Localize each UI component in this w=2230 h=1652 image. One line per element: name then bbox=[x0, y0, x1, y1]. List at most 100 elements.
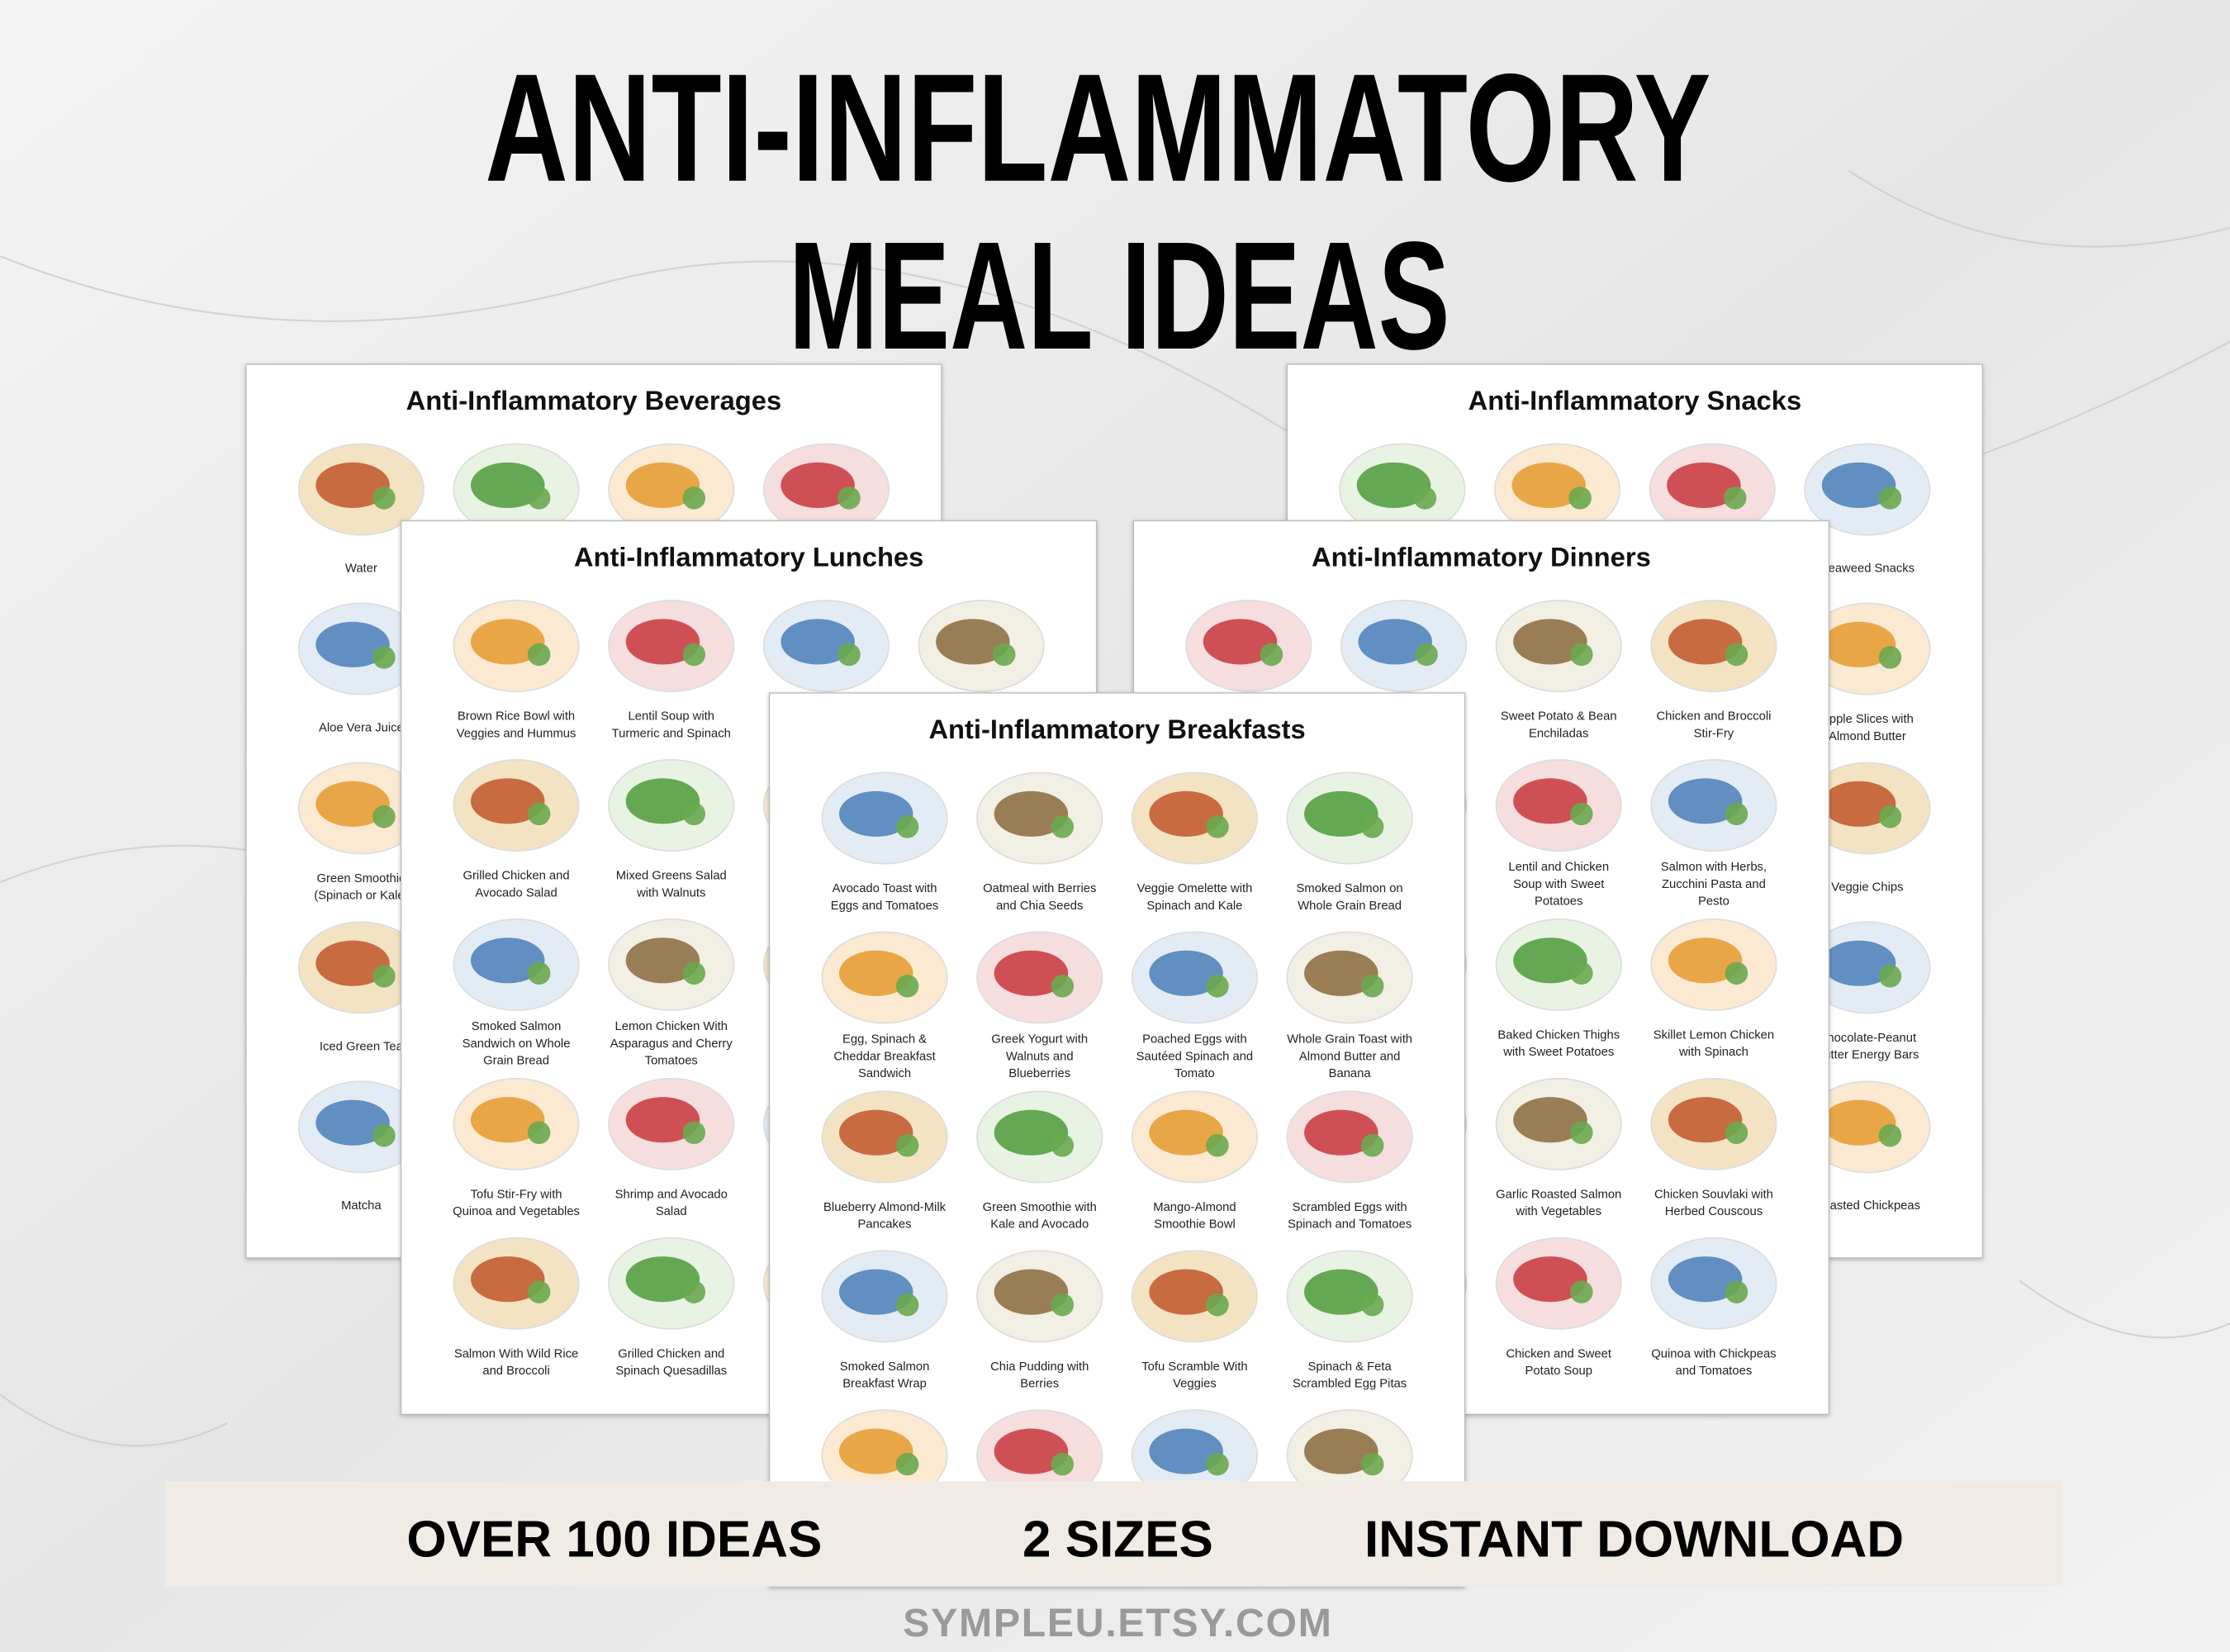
banner bbox=[164, 1481, 2062, 1587]
food-icon-detail bbox=[1304, 790, 1378, 837]
food-icon-detail bbox=[936, 619, 1010, 665]
food-icon-detail bbox=[1260, 643, 1283, 667]
item-label: Quinoa and Vegetables bbox=[453, 1205, 580, 1218]
food-icon-detail bbox=[1356, 462, 1431, 508]
item-label: Grilled Chicken and bbox=[618, 1347, 724, 1360]
item-label: Salmon With Wild Rice bbox=[454, 1347, 578, 1360]
item-label: with Walnuts bbox=[636, 886, 705, 900]
item-label: Soup with Sweet bbox=[1513, 878, 1604, 891]
item-label: Veggie Omelette with bbox=[1137, 882, 1253, 895]
food-icon-detail bbox=[1360, 975, 1384, 998]
food-icon-detail bbox=[838, 950, 913, 996]
sheet: Anti-Inflammatory Breakfasts Avocado Toas… bbox=[768, 692, 1466, 1588]
food-icon-detail bbox=[1358, 619, 1432, 665]
item-label: Enchiladas bbox=[1529, 727, 1588, 740]
food-icon-detail bbox=[994, 1269, 1069, 1315]
food-icon-detail bbox=[1725, 1121, 1748, 1145]
food-icon-detail bbox=[1360, 1293, 1384, 1317]
item-label: Skillet Lemon Chicken bbox=[1654, 1029, 1774, 1042]
item-label: (Spinach or Kale) bbox=[314, 890, 408, 903]
item-label: Veggie Chips bbox=[1831, 881, 1903, 894]
banner-text: OVER 100 IDEAS bbox=[406, 1512, 822, 1569]
food-icon-detail bbox=[625, 778, 700, 824]
item-label: Smoked Salmon bbox=[472, 1020, 562, 1033]
sheets: Anti-Inflammatory Beverages Water Aloe Ver… bbox=[245, 363, 1984, 1588]
food-icon-detail bbox=[837, 487, 861, 510]
item-label: Smoked Salmon on bbox=[1297, 882, 1403, 895]
item-label: and Chia Seeds bbox=[996, 900, 1083, 913]
item-label: Eggs and Tomatoes bbox=[831, 900, 939, 913]
food-icon-detail bbox=[316, 621, 390, 667]
item-label: Avocado Toast with bbox=[833, 882, 937, 895]
shop-url: SYMPLEU.ETSY.COM bbox=[903, 1601, 1332, 1645]
food-icon-detail bbox=[895, 975, 919, 998]
food-icon-detail bbox=[682, 1280, 706, 1303]
food-icon-detail bbox=[1304, 950, 1378, 996]
food-icon-detail bbox=[1051, 1133, 1075, 1157]
food-icon-detail bbox=[372, 646, 396, 669]
item-label: Greek Yogurt with bbox=[991, 1033, 1088, 1047]
food-icon-detail bbox=[1821, 781, 1896, 827]
food-icon-detail bbox=[1304, 1109, 1378, 1156]
item-label: Whole Grain Toast with bbox=[1287, 1033, 1412, 1047]
item-label: with Vegetables bbox=[1515, 1205, 1601, 1218]
item-label: Whole Grain Bread bbox=[1298, 900, 1402, 913]
food-icon-detail bbox=[994, 1109, 1069, 1156]
item-label: and Broccoli bbox=[482, 1365, 549, 1378]
food-icon-detail bbox=[994, 950, 1069, 996]
food-icon-detail bbox=[1725, 961, 1748, 985]
item-label: Berries bbox=[1020, 1378, 1059, 1391]
item-label: Veggies bbox=[1173, 1378, 1217, 1391]
food-icon-detail bbox=[316, 940, 390, 986]
food-icon-detail bbox=[527, 1121, 551, 1145]
food-icon-detail bbox=[625, 462, 700, 508]
food-icon-detail bbox=[372, 1123, 396, 1147]
food-icon-detail bbox=[1513, 938, 1587, 984]
item-label: Zucchini Pasta and bbox=[1662, 878, 1766, 891]
food-icon-detail bbox=[1203, 619, 1278, 665]
item-label: with Sweet Potatoes bbox=[1502, 1046, 1614, 1059]
item-label: Aloe Vera Juice bbox=[319, 721, 404, 734]
item-label: and Tomatoes bbox=[1676, 1365, 1753, 1378]
food-icon-detail bbox=[1513, 1256, 1587, 1303]
food-icon-detail bbox=[780, 462, 855, 508]
food-icon-detail bbox=[1725, 1280, 1748, 1303]
item-label: Turmeric and Spinach bbox=[612, 727, 731, 740]
item-label: Sandwich bbox=[858, 1067, 911, 1080]
food-icon-detail bbox=[1304, 1428, 1378, 1474]
item-label: Tomatoes bbox=[645, 1055, 698, 1068]
banner-text: 2 SIZES bbox=[1022, 1512, 1213, 1569]
food-icon-detail bbox=[372, 805, 396, 828]
item-label: Asparagus and Cherry bbox=[610, 1037, 733, 1051]
food-icon-detail bbox=[895, 1452, 919, 1476]
item-label: Lemon Chicken With bbox=[615, 1020, 728, 1033]
headline: ANTI-INFLAMMATORY bbox=[485, 43, 1710, 214]
item-label: with Spinach bbox=[1678, 1046, 1748, 1059]
food-icon-detail bbox=[1725, 643, 1748, 667]
item-label: Spinach & Feta bbox=[1308, 1360, 1393, 1374]
item-label: Lentil and Chicken bbox=[1508, 861, 1609, 874]
food-icon-detail bbox=[1413, 487, 1437, 510]
food-icon-detail bbox=[838, 1109, 913, 1156]
item-label: Almond Butter bbox=[1829, 730, 1906, 743]
item-label: Iced Green Tea bbox=[320, 1040, 404, 1053]
food-icon-detail bbox=[372, 487, 396, 510]
food-icon-detail bbox=[316, 781, 390, 827]
food-icon-detail bbox=[838, 1269, 913, 1315]
food-icon-detail bbox=[527, 802, 551, 826]
food-icon-detail bbox=[316, 462, 390, 508]
item-label: Cheddar Breakfast bbox=[833, 1050, 935, 1063]
food-icon-detail bbox=[1304, 1269, 1378, 1315]
item-label: Mixed Greens Salad bbox=[616, 870, 727, 883]
food-icon-detail bbox=[316, 1099, 390, 1146]
item-label: Potatoes bbox=[1535, 895, 1582, 909]
food-icon-detail bbox=[527, 487, 551, 510]
food-icon-detail bbox=[1206, 1293, 1229, 1317]
food-icon-detail bbox=[682, 961, 706, 985]
item-label: Kale and Avocado bbox=[990, 1218, 1089, 1232]
item-label: Pancakes bbox=[858, 1218, 912, 1232]
item-label: Tofu Scramble With bbox=[1141, 1360, 1247, 1374]
food-icon-detail bbox=[1668, 938, 1743, 984]
food-icon-detail bbox=[1878, 646, 1902, 669]
